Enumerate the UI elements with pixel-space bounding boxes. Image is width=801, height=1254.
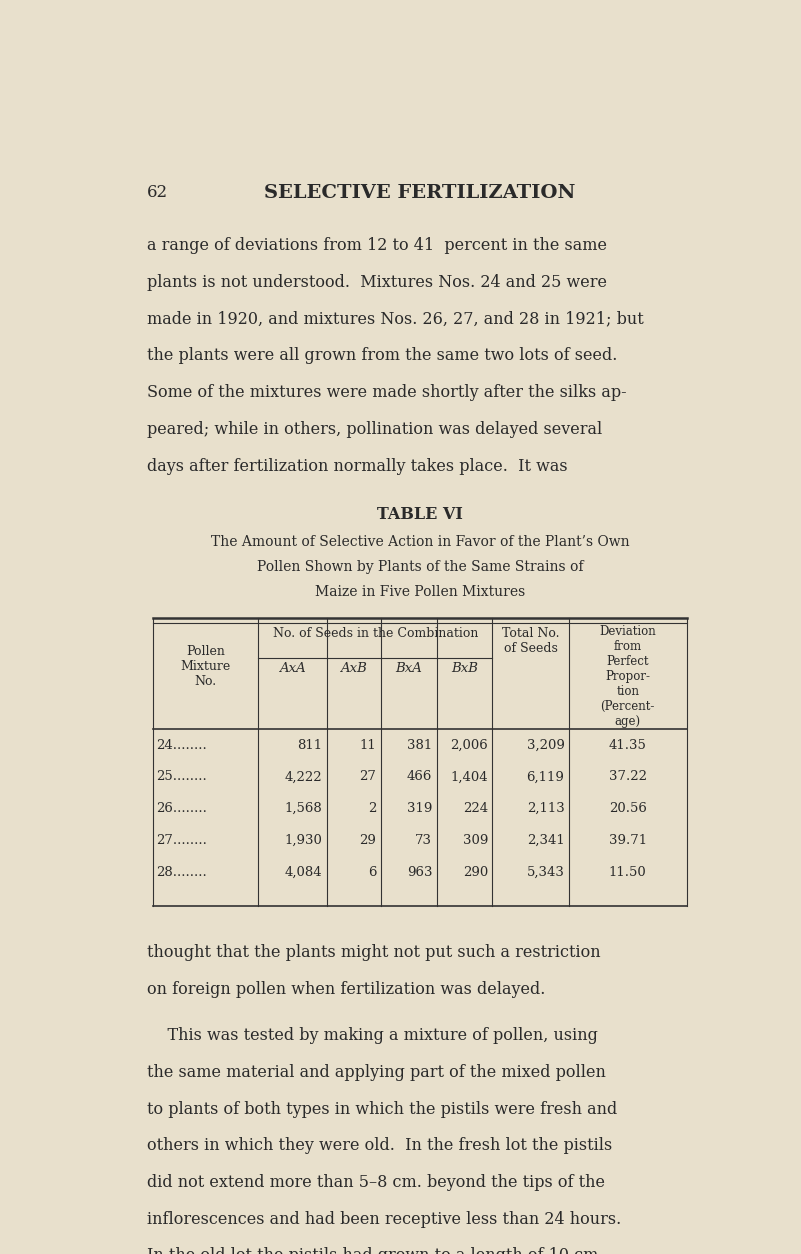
Text: inflorescences and had been receptive less than 24 hours.: inflorescences and had been receptive le… xyxy=(147,1210,621,1228)
Text: to plants of both types in which the pistils were fresh and: to plants of both types in which the pis… xyxy=(147,1101,617,1117)
Text: 4,222: 4,222 xyxy=(284,770,322,784)
Text: days after fertilization normally takes place.  It was: days after fertilization normally takes … xyxy=(147,458,567,474)
Text: Pollen Shown by Plants of the Same Strains of: Pollen Shown by Plants of the Same Strai… xyxy=(256,559,583,574)
Text: 24........: 24........ xyxy=(156,739,207,751)
Text: 811: 811 xyxy=(297,739,322,751)
Text: 20.56: 20.56 xyxy=(609,803,646,815)
Text: peared; while in others, pollination was delayed several: peared; while in others, pollination was… xyxy=(147,421,602,438)
Text: 224: 224 xyxy=(463,803,488,815)
Text: AxB: AxB xyxy=(340,662,367,675)
Text: 27........: 27........ xyxy=(156,834,207,848)
Text: 2,113: 2,113 xyxy=(527,803,565,815)
Text: the plants were all grown from the same two lots of seed.: the plants were all grown from the same … xyxy=(147,347,617,365)
Text: 2: 2 xyxy=(368,803,376,815)
Text: made in 1920, and mixtures Nos. 26, 27, and 28 in 1921; but: made in 1920, and mixtures Nos. 26, 27, … xyxy=(147,311,643,327)
Text: SELECTIVE FERTILIZATION: SELECTIVE FERTILIZATION xyxy=(264,184,575,202)
Text: 1,568: 1,568 xyxy=(284,803,322,815)
Text: In the old lot the pistils had grown to a length of 10 cm.: In the old lot the pistils had grown to … xyxy=(147,1248,603,1254)
Text: 27: 27 xyxy=(360,770,376,784)
Text: BxB: BxB xyxy=(451,662,478,675)
Text: 3,209: 3,209 xyxy=(526,739,565,751)
Text: 2,006: 2,006 xyxy=(450,739,488,751)
Text: No. of Seeds in the Combination: No. of Seeds in the Combination xyxy=(273,627,478,640)
Text: Maize in Five Pollen Mixtures: Maize in Five Pollen Mixtures xyxy=(315,586,525,599)
Text: Some of the mixtures were made shortly after the silks ap-: Some of the mixtures were made shortly a… xyxy=(147,384,626,401)
Text: 290: 290 xyxy=(463,867,488,879)
Text: Deviation
from
Perfect
Propor-
tion
(Percent-
age): Deviation from Perfect Propor- tion (Per… xyxy=(599,624,656,727)
Text: 2,341: 2,341 xyxy=(527,834,565,848)
Text: AxA: AxA xyxy=(280,662,306,675)
Text: the same material and applying part of the mixed pollen: the same material and applying part of t… xyxy=(147,1063,606,1081)
Text: Total No.
of Seeds: Total No. of Seeds xyxy=(502,627,559,655)
Text: 11.50: 11.50 xyxy=(609,867,646,879)
Text: 41.35: 41.35 xyxy=(609,739,646,751)
Text: The Amount of Selective Action in Favor of the Plant’s Own: The Amount of Selective Action in Favor … xyxy=(211,534,629,549)
Text: 26........: 26........ xyxy=(156,803,207,815)
Text: 29: 29 xyxy=(360,834,376,848)
Text: 1,404: 1,404 xyxy=(450,770,488,784)
Text: others in which they were old.  In the fresh lot the pistils: others in which they were old. In the fr… xyxy=(147,1137,612,1154)
Text: 37.22: 37.22 xyxy=(609,770,646,784)
Text: 62: 62 xyxy=(147,184,167,202)
Text: 39.71: 39.71 xyxy=(609,834,647,848)
Text: 11: 11 xyxy=(360,739,376,751)
Text: 73: 73 xyxy=(415,834,433,848)
Text: a range of deviations from 12 to 41  percent in the same: a range of deviations from 12 to 41 perc… xyxy=(147,237,606,255)
Text: on foreign pollen when fertilization was delayed.: on foreign pollen when fertilization was… xyxy=(147,981,545,998)
Text: 25........: 25........ xyxy=(156,770,207,784)
Text: 6,119: 6,119 xyxy=(526,770,565,784)
Text: This was tested by making a mixture of pollen, using: This was tested by making a mixture of p… xyxy=(147,1027,598,1045)
Text: thought that the plants might not put such a restriction: thought that the plants might not put su… xyxy=(147,944,600,961)
Text: 963: 963 xyxy=(407,867,433,879)
Text: 381: 381 xyxy=(407,739,433,751)
Text: did not extend more than 5–8 cm. beyond the tips of the: did not extend more than 5–8 cm. beyond … xyxy=(147,1174,605,1191)
Text: 309: 309 xyxy=(463,834,488,848)
Text: plants is not understood.  Mixtures Nos. 24 and 25 were: plants is not understood. Mixtures Nos. … xyxy=(147,275,606,291)
Text: Pollen
Mixture
No.: Pollen Mixture No. xyxy=(180,645,231,688)
Text: BxA: BxA xyxy=(395,662,422,675)
Text: 319: 319 xyxy=(407,803,433,815)
Text: 466: 466 xyxy=(407,770,433,784)
Text: 28........: 28........ xyxy=(156,867,207,879)
Text: 6: 6 xyxy=(368,867,376,879)
Text: 4,084: 4,084 xyxy=(284,867,322,879)
Text: TABLE VI: TABLE VI xyxy=(377,505,463,523)
Text: 1,930: 1,930 xyxy=(284,834,322,848)
Text: 5,343: 5,343 xyxy=(526,867,565,879)
